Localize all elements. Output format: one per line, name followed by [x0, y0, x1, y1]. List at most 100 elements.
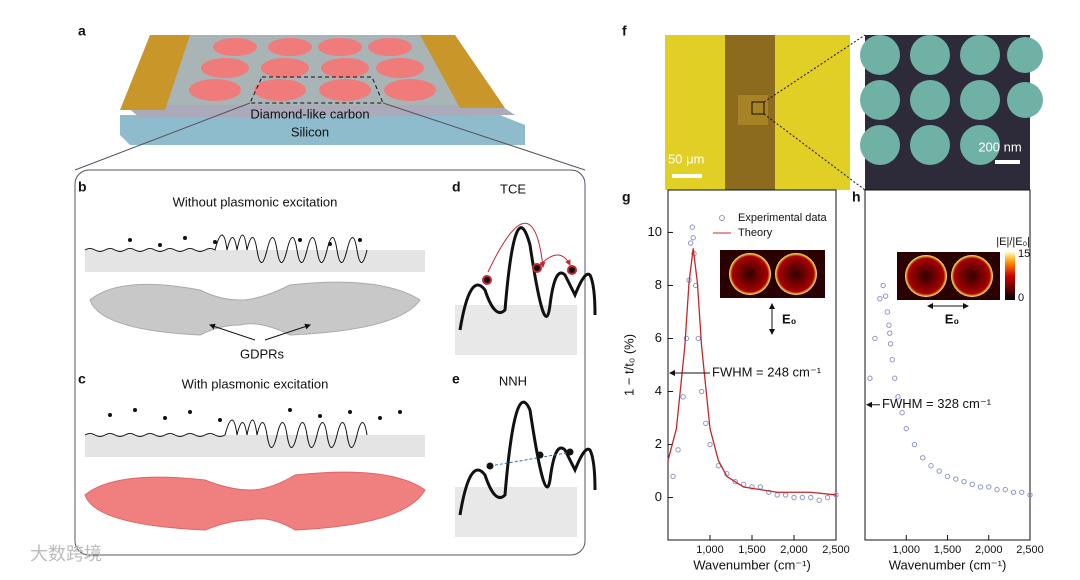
fwhm-label: FWHM = 248 cm⁻¹ [712, 364, 822, 379]
data-point [969, 481, 975, 488]
zoom-line [763, 34, 866, 103]
data-point [707, 441, 713, 448]
data-point [1002, 486, 1008, 493]
data-point [889, 356, 895, 363]
data-point [816, 497, 822, 503]
data-point [887, 330, 893, 336]
x-tick-label: 1,500 [738, 544, 766, 556]
data-point [791, 494, 797, 501]
data-point [880, 282, 886, 289]
data-point [911, 441, 918, 448]
x-tick-label: 2,000 [780, 544, 808, 556]
data-point [757, 484, 764, 490]
x-tick-label: 1,000 [892, 544, 920, 556]
data-point [884, 309, 890, 315]
y-axis-label: 1 − t/t₀ (%) [621, 334, 636, 396]
legend-label: Theory [738, 227, 773, 239]
device-illustration [74, 35, 586, 171]
schematic-b [84, 234, 425, 341]
data-point [986, 484, 992, 490]
data-point [920, 455, 926, 461]
data-point [944, 473, 951, 480]
data-point [882, 293, 889, 299]
micrograph-left [665, 35, 850, 190]
theory-line [667, 248, 837, 496]
data-point [732, 478, 738, 485]
x-tick-label: 1,500 [934, 544, 962, 556]
panel-title: With plasmonic excitation [182, 376, 329, 391]
panel-label: e [452, 371, 460, 387]
y-tick-label: 2 [655, 436, 662, 451]
data-point [680, 394, 686, 400]
legend-label: Experimental data [738, 212, 828, 224]
data-point [698, 388, 705, 395]
data-point [887, 341, 894, 347]
panel-label: d [452, 179, 461, 195]
panel-title: NNH [499, 373, 527, 388]
schematic-e [455, 400, 597, 537]
data-point [994, 486, 1000, 493]
panel-label: c [78, 371, 86, 387]
panel-label: g [622, 189, 631, 205]
field-map [897, 252, 1015, 309]
data-point [695, 335, 701, 342]
data-point [766, 489, 772, 495]
x-tick-label: 2,500 [1016, 544, 1044, 556]
y-tick-label: 6 [655, 330, 662, 345]
x-tick-label: 2,000 [975, 544, 1003, 556]
panel-title: Without plasmonic excitation [173, 194, 338, 209]
data-point [953, 476, 959, 482]
data-point [799, 494, 806, 501]
data-point [689, 224, 696, 230]
layer-label: Silicon [291, 124, 329, 139]
schematic-c [84, 408, 426, 531]
colorbar-max: 15 [1018, 248, 1030, 260]
colorbar-min: 0 [1018, 292, 1024, 304]
data-point [690, 235, 696, 241]
data-point [1027, 492, 1033, 498]
scale-label: 200 nm [978, 139, 1021, 154]
layer-label: Diamond-like carbon [250, 106, 369, 121]
data-point [872, 335, 878, 342]
field-label: E₀ [782, 311, 797, 326]
data-point [683, 335, 690, 342]
schematic-d [455, 222, 597, 355]
data-point [675, 447, 681, 453]
data-point [774, 492, 780, 498]
panel-label: a [78, 23, 86, 39]
data-point [703, 420, 709, 427]
scale-label: 50 μm [668, 151, 704, 166]
data-point [892, 375, 898, 381]
micrograph-right [860, 35, 1043, 190]
data-point [670, 473, 676, 480]
data-point [1010, 489, 1017, 495]
field-label: E₀ [945, 311, 960, 326]
data-point [808, 494, 814, 501]
data-point [782, 492, 789, 498]
annotation: GDPRs [240, 346, 285, 361]
colorbar-label: |E|/|E₀| [996, 236, 1030, 248]
inset-frame [74, 169, 586, 556]
data-point [886, 322, 892, 328]
data-point [877, 296, 883, 302]
data-point [1019, 489, 1025, 495]
data-point [936, 468, 942, 474]
data-point [895, 394, 901, 400]
fwhm-label: FWHM = 328 cm⁻¹ [882, 396, 992, 411]
x-tick-label: 2,500 [822, 544, 850, 556]
field-map [720, 250, 825, 335]
x-axis-label: Wavenumber (cm⁻¹) [693, 557, 811, 572]
data-point [867, 375, 873, 381]
y-tick-label: 0 [655, 489, 662, 504]
y-tick-label: 10 [648, 224, 662, 239]
panel-label: b [78, 179, 87, 195]
panel-label: f [622, 23, 627, 39]
y-tick-label: 4 [655, 383, 662, 398]
data-point [899, 410, 905, 416]
data-point [928, 463, 934, 469]
data-point [977, 484, 984, 490]
x-tick-label: 1,000 [696, 544, 724, 556]
data-point [824, 494, 831, 501]
x-axis-label: Wavenumber (cm⁻¹) [889, 557, 1007, 572]
